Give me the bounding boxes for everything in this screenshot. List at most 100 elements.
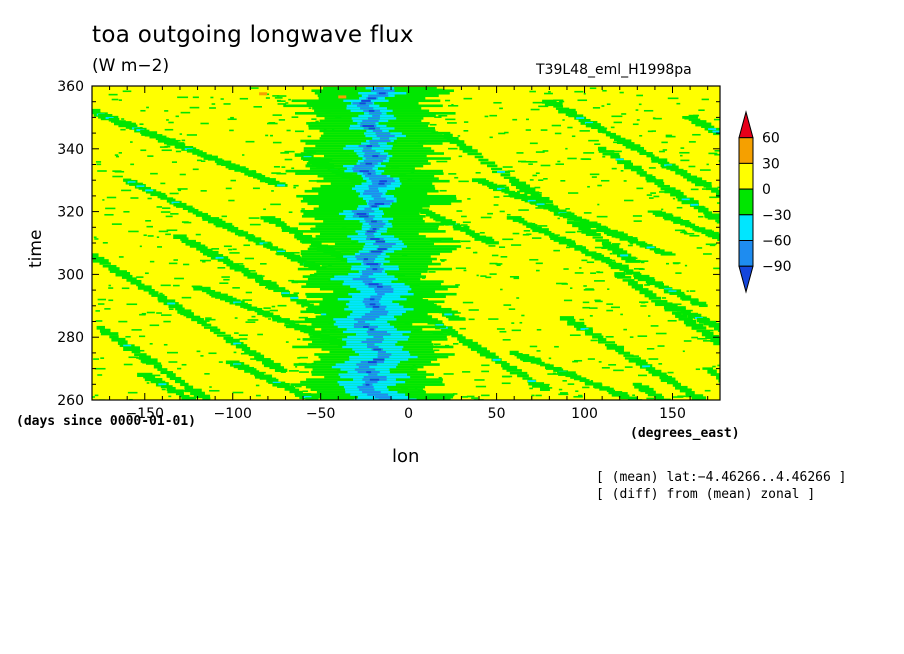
field-noise [460,240,471,243]
convective-band-blue [364,152,381,155]
field-noise [233,351,237,354]
convective-band-blue [372,129,383,133]
propagating-streak [92,108,101,114]
propagating-streak [117,340,128,345]
propagating-streak [676,308,686,312]
field-noise [665,135,676,138]
field-noise [128,230,139,233]
propagating-streak [579,379,590,382]
field-noise [443,373,454,375]
field-noise [582,158,592,161]
propagating-streak [146,362,162,365]
propagating-streak [462,341,478,346]
propagating-streak [702,367,713,370]
convective-band-core [365,383,370,386]
propagating-streak [530,359,542,364]
propagating-streak [688,118,701,121]
field-noise [650,192,656,194]
field-noise [125,335,131,338]
field-noise [146,225,153,228]
chart-units: (W m−2) [92,56,170,76]
propagating-streak [248,352,261,357]
field-noise [537,225,548,227]
field-noise [209,107,216,109]
field-noise [540,164,551,167]
propagating-streak [201,407,212,409]
convective-band-blue [367,333,391,336]
field-noise [293,186,296,189]
field-noise [569,334,581,337]
field-noise [673,262,679,265]
propagating-streak [549,234,559,238]
field-noise [223,278,230,281]
field-noise [667,97,679,100]
field-noise [541,383,550,386]
propagating-streak [174,143,186,148]
convective-band-blue [363,147,372,150]
field-noise [441,260,445,262]
field-noise [136,276,144,278]
field-noise [565,147,568,150]
field-noise [140,109,146,112]
field-noise [468,318,475,321]
propagating-streak [273,289,289,293]
propagating-streak [265,284,279,288]
propagating-streak [611,233,628,238]
convective-band-blue [368,185,387,188]
field-noise [163,320,171,323]
propagating-streak [585,123,601,128]
propagating-streak [173,202,187,207]
propagating-streak [686,177,703,182]
convective-band-blue [365,381,378,384]
field-noise [521,314,525,317]
y-tick-label: 260 [57,393,84,409]
propagating-streak [157,368,168,371]
field-noise [240,352,251,355]
field-noise [502,375,511,378]
convective-band-blue [357,386,374,389]
propagating-streak [194,404,210,407]
propagating-streak [137,285,152,290]
field-noise [499,246,506,248]
field-noise [608,259,616,262]
convective-band-blue [363,375,387,379]
propagating-streak [691,120,707,125]
field-noise [719,347,720,349]
propagating-streak [672,383,682,387]
propagating-streak [478,158,489,162]
field-noise [270,134,273,137]
propagating-streak [578,118,591,123]
propagating-streak [691,180,707,184]
propagating-streak [574,246,586,251]
field-noise [489,262,498,265]
field-noise [648,315,651,317]
field-noise [512,118,518,121]
field-noise [434,116,442,118]
convective-band-blue [351,210,375,213]
field-noise [143,234,147,237]
convective-band-blue [368,177,394,180]
field-noise [239,338,248,340]
propagating-streak [207,158,223,161]
propagating-streak [614,137,626,142]
field-noise [168,262,178,265]
propagating-streak [666,165,679,170]
field-noise [583,152,595,154]
propagating-streak [264,315,280,318]
propagating-streak [459,145,473,151]
field-noise [211,103,216,105]
field-noise [562,119,565,121]
field-noise [594,280,605,282]
propagating-streak [451,334,463,338]
convective-band-blue [368,117,380,120]
field-noise [518,209,529,211]
propagating-streak [683,175,698,179]
field-noise [141,312,147,315]
field-noise [272,95,280,97]
field-noise [271,190,274,192]
field-noise [299,371,309,373]
propagating-streak [645,404,657,408]
convective-band-blue [364,207,372,210]
field-noise [706,163,709,166]
propagating-streak [555,107,570,110]
